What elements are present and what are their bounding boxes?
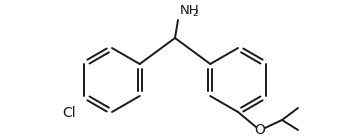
Text: O: O [254,123,265,136]
Text: Cl: Cl [63,106,76,120]
Text: NH: NH [180,4,200,17]
Text: 2: 2 [192,10,198,18]
